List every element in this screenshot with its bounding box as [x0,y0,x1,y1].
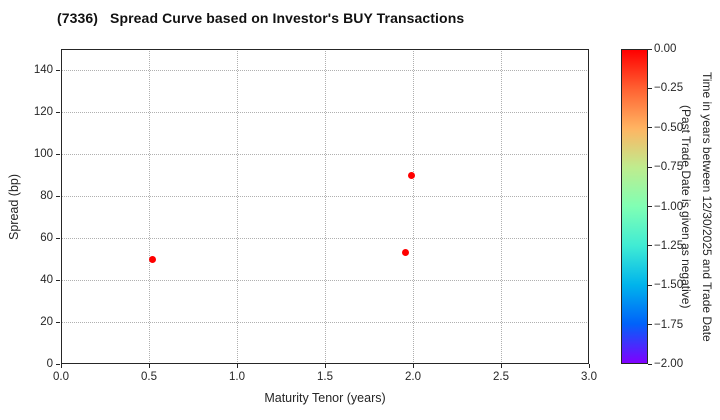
y-tick-label: 80 [40,190,53,202]
x-tick-label: 1.0 [229,371,245,383]
data-point [407,171,415,179]
y-gridline [61,237,589,239]
y-tick-label: 100 [33,148,53,160]
y-tick-label: 120 [33,106,53,118]
y-tick-mark [56,321,60,323]
colorbar-tick-label: 0.00 [654,43,677,55]
y-tick-mark [56,111,60,113]
x-gridline [236,49,238,364]
x-tick-label: 2.5 [493,371,509,383]
colorbar-tick-label: −1.75 [654,318,684,331]
x-tick-label: 3.0 [581,371,597,383]
plot-area [61,49,589,364]
y-gridline [61,111,589,113]
x-axis-label: Maturity Tenor (years) [264,391,386,405]
y-tick-mark [56,279,60,281]
colorbar-label-line1: Time in years between 12/30/2025 and Tra… [700,72,714,342]
colorbar-tick-mark [648,127,652,129]
y-tick-label: 60 [40,232,53,244]
colorbar-tick-mark [648,166,652,168]
colorbar-tick-label: −1.50 [654,279,684,292]
y-tick-label: 20 [40,316,53,328]
x-gridline [500,49,502,364]
x-gridline [412,49,414,364]
colorbar-gradient [621,49,648,364]
colorbar-tick-label: −0.25 [654,82,684,95]
x-tick-mark [500,364,502,368]
y-tick-mark [56,195,60,197]
x-tick-mark [148,364,150,368]
colorbar-tick-mark [648,324,652,326]
x-tick-label: 1.5 [317,371,333,383]
x-tick-label: 2.0 [405,371,421,383]
x-tick-mark [60,364,62,368]
colorbar-tick-mark [648,48,652,50]
y-tick-mark [56,69,60,71]
x-tick-label: 0.5 [141,371,157,383]
data-point [402,249,410,257]
colorbar-tick-label: −0.75 [654,161,684,174]
y-gridline [61,279,589,281]
x-gridline [324,49,326,364]
colorbar-tick-mark [648,245,652,247]
y-tick-mark [56,153,60,155]
y-gridline [61,153,589,155]
colorbar-tick-mark [648,363,652,365]
colorbar-tick-label: −1.00 [654,200,684,213]
colorbar-tick-mark [648,87,652,89]
y-tick-mark [56,363,60,365]
y-tick-label: 140 [33,64,53,76]
y-gridline [61,195,589,197]
y-tick-label: 0 [46,358,53,370]
chart-title: (7336) Spread Curve based on Investor's … [57,10,465,26]
colorbar-label: Time in years between 12/30/2025 and Tra… [675,42,717,372]
y-gridline [61,321,589,323]
colorbar-label-line2: (Past Trade Date is given as negative) [679,105,693,309]
y-gridline [61,69,589,71]
x-tick-mark [588,364,590,368]
colorbar-tick-label: −1.25 [654,239,684,252]
x-tick-mark [324,364,326,368]
x-gridline [148,49,150,364]
x-tick-mark [236,364,238,368]
data-point [149,255,157,263]
x-tick-label: 0.0 [53,371,69,383]
colorbar-tick-mark [648,284,652,286]
y-tick-label: 40 [40,274,53,286]
x-tick-mark [412,364,414,368]
colorbar-tick-mark [648,206,652,207]
colorbar-tick-label: −2.00 [654,358,684,370]
colorbar-tick-label: −0.50 [654,121,684,134]
y-tick-mark [56,237,60,239]
